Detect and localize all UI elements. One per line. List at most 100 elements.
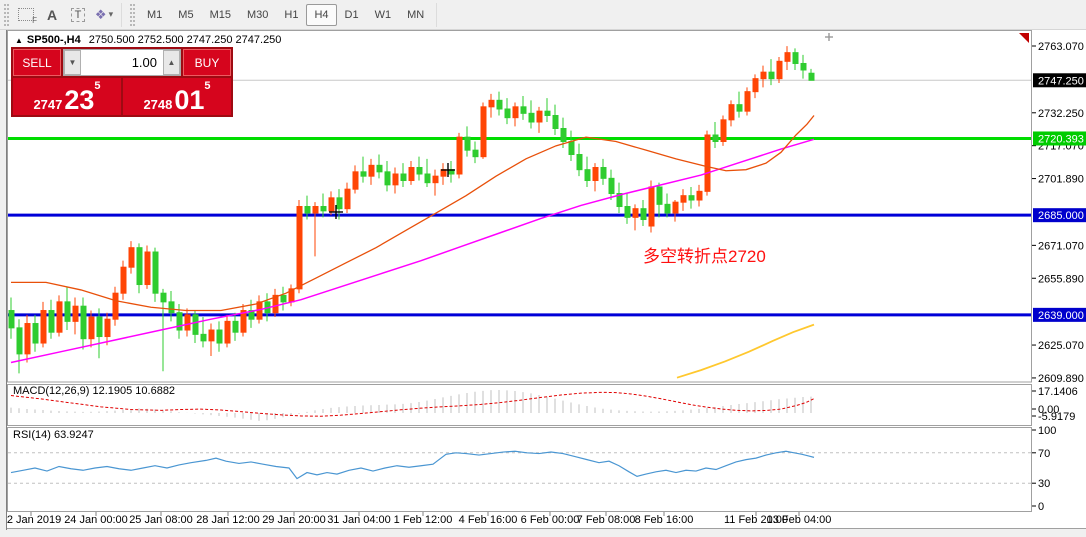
timeframe-button-w1[interactable]: W1 [374, 8, 392, 21]
sell-price-handle: 2747 [33, 96, 63, 112]
timeframe-button-m5[interactable]: M5 [178, 8, 194, 21]
candle-body [776, 60, 783, 80]
candle-body [696, 190, 703, 201]
ohlc-values: 2750.500 2752.500 2747.250 2747.250 [88, 34, 282, 46]
volume-stepper: ▼ ▲ [63, 49, 181, 76]
toolbar: F A T ❖ ▾ M1 M5 M15 M30 H1 H4 D1 W1 MN [0, 0, 1086, 30]
sell-button[interactable]: SELL [13, 49, 61, 76]
candle-body [576, 154, 583, 171]
candle-body [792, 52, 799, 64]
buy-price-handle: 2748 [143, 96, 173, 112]
candle-body [784, 52, 791, 62]
candle-body [664, 203, 671, 214]
volume-input[interactable] [81, 50, 163, 75]
text-box-icon[interactable]: T [66, 4, 90, 26]
candle-body [376, 164, 383, 173]
candle-body [648, 186, 655, 227]
timeframe-button-m1[interactable]: M1 [147, 8, 163, 21]
candle-body [456, 136, 463, 175]
candles [8, 46, 815, 374]
candle-body [384, 171, 391, 186]
timeframe-button-mn[interactable]: MN [407, 8, 425, 21]
candle-body [472, 149, 479, 158]
buy-price-pips: 01 [174, 84, 205, 115]
time-label: 24 Jan 00:00 [64, 514, 128, 526]
timeframe-button-d1[interactable]: D1 [344, 8, 359, 21]
candle-body [760, 71, 767, 80]
timeframe-grip[interactable] [130, 3, 135, 26]
candle-body [704, 134, 711, 192]
rsi-tick-label: 30 [1038, 478, 1050, 490]
candle-body [304, 206, 311, 214]
price-axis: 2763.0702732.2502717.0702701.8902671.070… [1032, 41, 1086, 385]
candle-body [392, 173, 399, 186]
price-badge [1033, 73, 1086, 88]
toolbar-grip[interactable] [4, 3, 9, 26]
timeframe-button-m15[interactable]: M15 [209, 8, 231, 21]
price-tick-label: 2763.070 [1038, 41, 1084, 53]
macd-tick-label: 0.00 [1038, 404, 1059, 416]
rsi-pane: RSI(14) 63.9247 100 70 30 0 [8, 425, 1056, 513]
chevron-down-icon: ▾ [108, 9, 114, 19]
candle-body [144, 251, 151, 286]
candle-body [96, 316, 103, 338]
price-badge [1033, 307, 1086, 322]
candle-body [72, 305, 79, 322]
candle-body [712, 134, 719, 142]
time-label: 31 Jan 04:00 [327, 514, 391, 526]
grid-f-icon[interactable]: F [14, 4, 38, 26]
candle-body [40, 310, 47, 344]
timeframe-button-h1[interactable]: H1 [284, 8, 299, 21]
annotation-text: 多空转折点2720 [643, 247, 766, 266]
candle-body [592, 167, 599, 182]
candle-body [200, 333, 207, 342]
cross-marker [329, 205, 343, 219]
letter-t-glyph: T [70, 7, 86, 22]
symbol-label: SP500-,H4 [26, 34, 81, 46]
candle-body [424, 173, 431, 184]
price-badge [1033, 208, 1086, 223]
buy-button[interactable]: BUY [183, 49, 231, 76]
candle-body [88, 316, 95, 340]
candle-body [112, 292, 119, 320]
price-tick-label: 2671.070 [1038, 240, 1084, 252]
candle-body [680, 195, 687, 203]
candle-body [320, 206, 327, 212]
rsi-tick-label: 0 [1038, 501, 1044, 513]
candle-body [552, 114, 559, 129]
candle-body [152, 251, 159, 294]
timeframe-button-m30[interactable]: M30 [246, 8, 269, 21]
candle-body [224, 320, 231, 344]
buy-price-box[interactable]: 2748 01 5 [123, 78, 231, 115]
macd-tick-label: -5.9179 [1038, 411, 1075, 423]
volume-increase-button[interactable]: ▲ [163, 50, 180, 75]
candle-body [656, 186, 663, 205]
time-label: 25 Jan 08:00 [129, 514, 193, 526]
collapse-triangle-icon[interactable]: ▲ [15, 36, 23, 45]
candle-body [616, 193, 623, 208]
candle-body [608, 177, 615, 195]
color-scheme-icon[interactable]: ❖ ▾ [92, 4, 116, 26]
volume-decrease-button[interactable]: ▼ [64, 50, 81, 75]
candle-body [120, 266, 127, 294]
candle-body [400, 173, 407, 182]
candle-body [280, 294, 287, 303]
candle-body [368, 164, 375, 177]
text-label-icon[interactable]: A [40, 4, 64, 26]
timeframe-button-h4[interactable]: H4 [306, 3, 337, 26]
candle-body [296, 206, 303, 290]
cross-marker [825, 33, 833, 41]
letter-a-glyph: A [46, 6, 58, 23]
macd-label: MACD(12,26,9) 12.1905 10.6882 [13, 385, 175, 397]
rsi-label: RSI(14) 63.9247 [13, 429, 94, 441]
buy-price-point: 5 [204, 80, 211, 92]
ma-yellow-line [676, 323, 815, 379]
candle-body [168, 301, 175, 314]
candle-body [344, 188, 351, 210]
chart-canvas: 多空转折点2720 2763.0702732.2502717.0702701.89… [7, 30, 1086, 530]
candle-body [208, 329, 215, 342]
candle-body [728, 104, 735, 121]
sell-price-box[interactable]: 2747 23 5 [13, 78, 121, 115]
diamonds-glyph: ❖ [94, 6, 107, 22]
candle-body [104, 318, 111, 338]
